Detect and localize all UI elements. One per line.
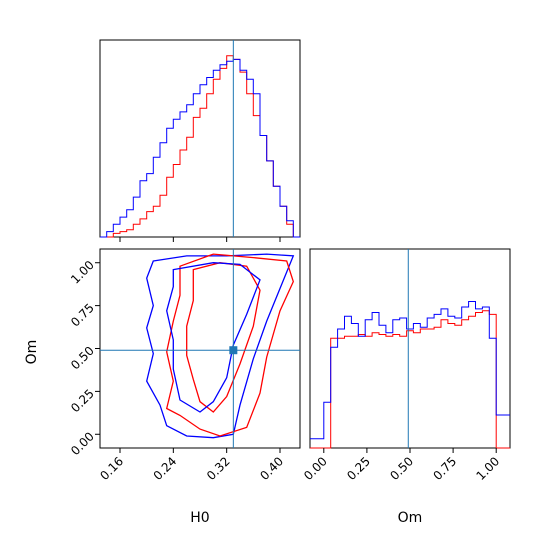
hist-h0-frame — [99, 39, 301, 238]
scatter-frame — [99, 248, 301, 449]
truth-marker — [229, 346, 238, 355]
scatter-y-tick-label: 0.75 — [68, 301, 97, 330]
scatter-y-tick-label: 0.50 — [68, 344, 97, 373]
hist-om-frame — [309, 248, 511, 449]
hist-om-x-tick-label: 1.00 — [474, 454, 503, 483]
truth-lines — [100, 40, 409, 448]
hist-om-x-tick-label: 0.50 — [387, 454, 416, 483]
y-axis-label-om: Om — [24, 340, 40, 365]
scatter-y-tick-label: 0.00 — [68, 429, 97, 458]
scatter-x-tick-label: 0.16 — [97, 454, 126, 483]
scatter-x-tick-label: 0.24 — [151, 454, 180, 483]
scatter-y-tick-label: 1.00 — [68, 258, 97, 287]
hist-h0-blue-series — [100, 58, 300, 238]
hist-om-x-tick-label: 0.75 — [430, 454, 459, 483]
x-axis-label-om: Om — [398, 510, 423, 526]
hist-h0-series — [100, 55, 300, 238]
hist-om-x-tick-label: 0.00 — [301, 454, 330, 483]
ticks: 0.16 0.24 0.32 0.40 0.00 0.25 0.50 0.75 1.00 0.00… — [68, 237, 502, 483]
hist-om-red-series — [310, 310, 510, 449]
hist-om-series — [310, 301, 510, 449]
x-axis-label-h0: H0 — [190, 510, 209, 526]
scatter-x-tick-label: 0.40 — [257, 454, 286, 483]
contour-red-outer — [165, 253, 294, 437]
hist-om-x-tick-label: 0.25 — [344, 454, 373, 483]
contour-red-inner — [186, 262, 261, 413]
contour-blue-inner — [166, 262, 261, 413]
hist-om-blue-series — [310, 301, 510, 440]
scatter-x-tick-label: 0.32 — [204, 454, 233, 483]
scatter-y-tick-label: 0.25 — [68, 386, 97, 415]
scatter-contours — [146, 253, 295, 439]
contour-blue-outer — [146, 253, 295, 439]
